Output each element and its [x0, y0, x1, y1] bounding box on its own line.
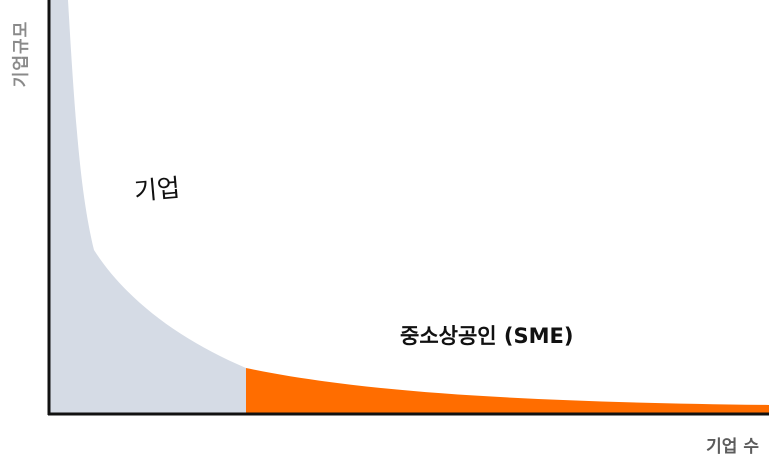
y-axis-label: 기업규모	[11, 20, 32, 88]
sme-area	[246, 368, 769, 414]
large-company-area	[49, 0, 246, 414]
large-company-label: 기업	[132, 173, 182, 206]
x-axis-label: 기업 수	[706, 437, 759, 457]
sme-label: 중소상공인 (SME)	[400, 324, 574, 348]
